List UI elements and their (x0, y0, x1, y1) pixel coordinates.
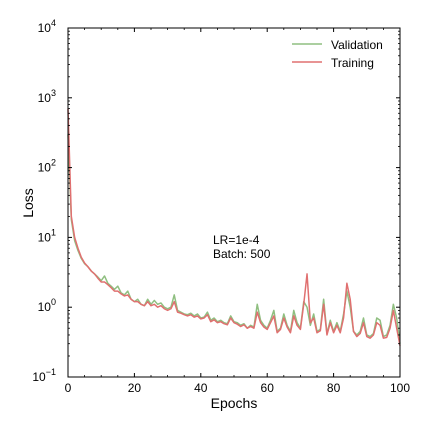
y-axis-ticks: 10−1 100 101 102 103 104 (32, 18, 400, 384)
y-tick-label: 10−1 (32, 367, 56, 384)
plot-area (68, 28, 400, 377)
annotation-batch: Batch: 500 (213, 247, 271, 261)
x-tick-label: 0 (65, 381, 72, 395)
series-line-training (67, 108, 401, 346)
y-tick-label: 101 (38, 227, 56, 244)
x-tick-label: 20 (128, 381, 142, 395)
legend-label-validation: Validation (331, 38, 383, 52)
annotation-lr: LR=1e-4 (213, 233, 260, 247)
x-tick-label: 100 (390, 381, 410, 395)
x-tick-label: 40 (194, 381, 208, 395)
x-tick-label: 60 (261, 381, 275, 395)
legend-label-training: Training (331, 56, 374, 70)
legend-box (287, 32, 396, 74)
series-lines (67, 108, 401, 346)
y-axis-label: Loss (20, 188, 36, 218)
y-tick-label: 103 (38, 88, 56, 105)
y-tick-label: 100 (38, 297, 56, 314)
legend: Validation Training (287, 32, 396, 74)
y-tick-label: 104 (38, 18, 56, 35)
x-tick-label: 80 (327, 381, 341, 395)
y-tick-label: 102 (38, 158, 56, 175)
x-axis-ticks: 0 20 40 60 80 100 (65, 28, 410, 395)
x-axis-label: Epochs (211, 395, 258, 411)
